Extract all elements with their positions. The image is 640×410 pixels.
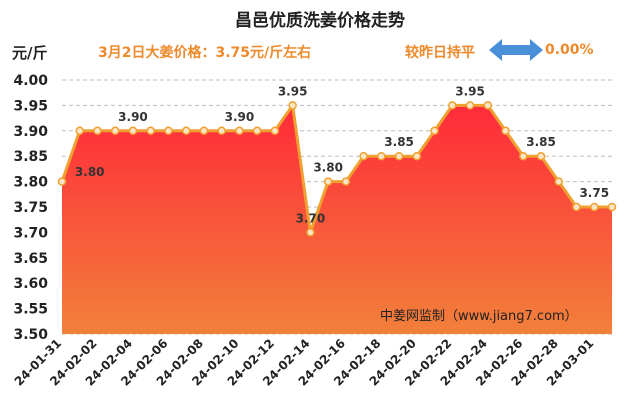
data-point	[590, 202, 599, 212]
data-point	[323, 177, 333, 186]
data-point	[235, 126, 244, 136]
data-point	[572, 202, 581, 212]
data-label: 3.85	[384, 135, 414, 149]
data-label: 3.90	[118, 110, 148, 124]
compare-label: 较昨日持平	[405, 45, 475, 61]
data-label: 3.70	[296, 211, 326, 225]
y-tick-label: 4.00	[13, 73, 48, 89]
data-point	[430, 126, 439, 136]
data-point	[181, 126, 191, 136]
data-point	[377, 151, 386, 161]
data-point	[483, 101, 493, 110]
data-point	[394, 151, 404, 161]
y-axis-ticks: 3.50 3.55 3.60 3.65 3.70 3.75 3.80 3.85 3.90 3.95…	[13, 73, 48, 343]
data-point	[306, 228, 315, 237]
data-label: 3.90	[225, 110, 255, 124]
y-tick-label: 3.70	[13, 225, 48, 241]
watermark-text: 中姜网监制（www.jiang7.com）	[380, 309, 578, 324]
data-point	[164, 126, 173, 136]
y-tick-label: 3.65	[13, 251, 48, 267]
data-label: 3.95	[455, 84, 485, 98]
data-label: 3.75	[579, 186, 609, 200]
data-point	[536, 151, 546, 161]
data-label: 3.80	[75, 165, 105, 179]
data-point	[448, 101, 457, 110]
data-point	[110, 126, 120, 136]
data-point	[288, 101, 297, 110]
y-tick-label: 3.50	[13, 327, 48, 343]
data-point	[57, 177, 67, 186]
area-fill	[62, 105, 612, 335]
double-arrow-icon	[489, 39, 543, 61]
data-point	[465, 101, 475, 110]
data-labels: 3.80 3.90 3.90 3.95 3.70 3.80 3.85 3.95 3.85 3.75	[75, 84, 609, 225]
data-point	[217, 126, 226, 136]
y-tick-label: 3.80	[13, 175, 48, 191]
data-point	[270, 126, 280, 136]
y-tick-label: 3.60	[13, 276, 48, 292]
price-note: 3月2日大姜价格：3.75元/斤左右	[98, 45, 312, 61]
x-axis-ticks: 24-01-3124-02-0224-02-0424-02-0624-02-08…	[12, 336, 597, 388]
data-point	[359, 151, 368, 161]
compare-value: 0.00%	[545, 42, 594, 58]
data-markers	[57, 101, 617, 237]
data-point	[128, 126, 138, 136]
y-tick-label: 3.55	[13, 302, 48, 318]
data-point	[341, 177, 351, 186]
chart-title: 昌邑优质洗姜价格走势	[235, 11, 405, 31]
data-label: 3.95	[278, 84, 308, 98]
data-point	[554, 177, 564, 186]
data-point	[412, 151, 422, 161]
data-point	[93, 126, 102, 136]
data-point	[146, 126, 155, 136]
data-point	[252, 126, 262, 136]
data-point	[607, 202, 617, 212]
data-label: 3.85	[526, 135, 556, 149]
data-point	[75, 126, 84, 136]
data-point	[199, 126, 209, 136]
y-tick-label: 3.85	[13, 149, 48, 165]
y-tick-label: 3.75	[13, 200, 48, 216]
data-label: 3.80	[313, 161, 343, 175]
y-tick-label: 3.95	[13, 98, 48, 114]
data-point	[501, 126, 510, 136]
data-point	[519, 151, 528, 161]
y-unit-label: 元/斤	[12, 44, 48, 62]
y-tick-label: 3.90	[13, 124, 48, 140]
